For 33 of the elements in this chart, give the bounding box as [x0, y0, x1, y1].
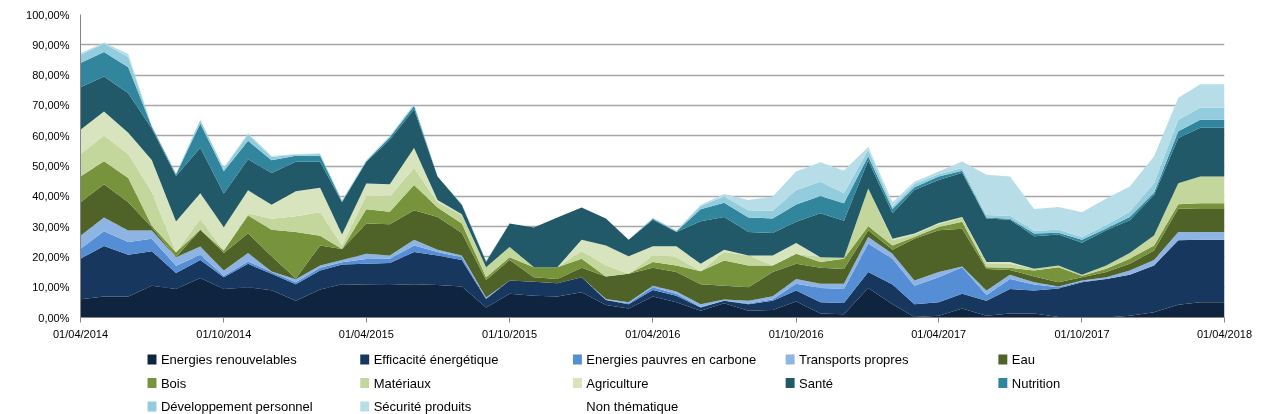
- y-tick-label: 10,00%: [32, 281, 70, 294]
- y-tick-label: 40,00%: [32, 190, 70, 203]
- x-tick-label: 01/04/2017: [911, 327, 967, 340]
- y-tick-label: 60,00%: [32, 129, 70, 142]
- x-tick-label: 01/10/2014: [196, 327, 252, 340]
- x-tick-label: 01/04/2018: [1196, 327, 1253, 340]
- legend-label: Energies pauvres en carbone: [586, 352, 757, 367]
- x-tick-label: 01/10/2015: [482, 327, 538, 340]
- legend-label: Energies renouvelables: [160, 352, 298, 367]
- x-tick-label: 01/10/2017: [1054, 327, 1110, 340]
- legend-label: Matériaux: [373, 375, 432, 391]
- y-tick-label: 80,00%: [32, 69, 70, 82]
- legend-label: Sécurité produits: [373, 399, 472, 414]
- legend-label: Santé: [799, 375, 834, 391]
- legend-label: Bois: [160, 375, 187, 391]
- legend-label: Nutrition: [1011, 375, 1061, 391]
- y-tick-label: 90,00%: [32, 38, 70, 51]
- x-tick-label: 01/04/2016: [625, 327, 681, 340]
- legend-label: Eau: [1011, 352, 1035, 367]
- legend-label: Développement personnel: [160, 399, 313, 414]
- legend-label: Transports propres: [799, 352, 909, 367]
- y-tick-label: 0,00%: [38, 311, 70, 324]
- x-tick-label: 01/04/2015: [338, 327, 394, 340]
- x-tick-label: 01/10/2016: [768, 327, 824, 340]
- y-tick-label: 100,00%: [26, 8, 70, 21]
- legend-label: Agriculture: [586, 375, 649, 391]
- legend-label: Efficacité énergétique: [373, 352, 499, 367]
- x-tick-label: 01/04/2014: [52, 327, 109, 340]
- y-tick-label: 70,00%: [32, 99, 70, 112]
- y-tick-label: 20,00%: [32, 250, 70, 263]
- y-tick-label: 50,00%: [32, 160, 70, 172]
- y-tick-label: 30,00%: [32, 220, 70, 233]
- text: Non thématique: [586, 399, 679, 414]
